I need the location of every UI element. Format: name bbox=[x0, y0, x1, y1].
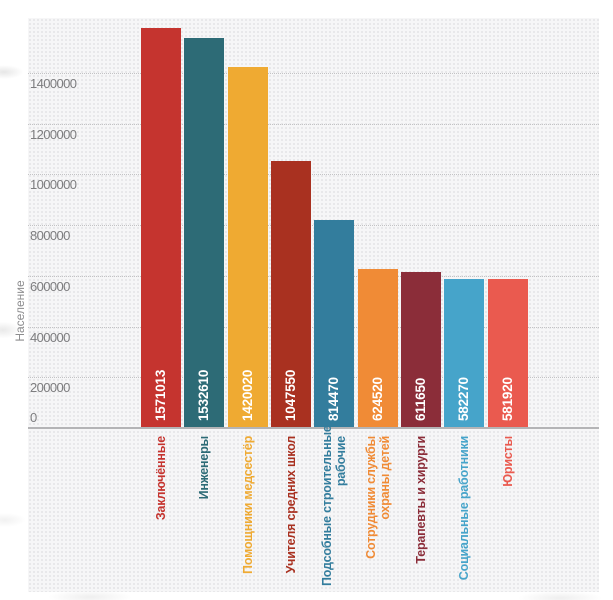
x-category-label-line: Заключённые bbox=[153, 436, 168, 521]
x-category-label-2: Инженеры bbox=[184, 436, 224, 586]
y-tick-label-600000: 600000 bbox=[30, 278, 70, 294]
bar-value-label-7: 611650 bbox=[413, 377, 429, 421]
x-category-label-1: Заключённые bbox=[141, 436, 181, 586]
bar-value-label-6: 624520 bbox=[369, 377, 385, 421]
x-category-label-line: Подсобные строительные bbox=[319, 425, 334, 586]
x-axis-line bbox=[28, 427, 599, 429]
bar-value-label-9: 581920 bbox=[499, 377, 515, 421]
bar-value-label-2: 1532610 bbox=[196, 369, 212, 421]
x-category-label-line: Юристы bbox=[500, 436, 515, 487]
bar-7 bbox=[401, 271, 442, 427]
x-category-label-8: Социальные работники bbox=[444, 436, 484, 586]
bar-value-label-4: 1047550 bbox=[283, 369, 299, 421]
y-axis-title: Население bbox=[13, 280, 27, 342]
bar-value-label-5: 814470 bbox=[326, 377, 342, 421]
x-category-label-line: Инженеры bbox=[197, 436, 212, 500]
gridline-600000 bbox=[28, 275, 599, 277]
bar-value-label-1: 1571013 bbox=[153, 369, 168, 421]
y-tick-label-400000: 400000 bbox=[30, 329, 70, 345]
bar-9 bbox=[487, 279, 528, 427]
bar-5 bbox=[314, 220, 355, 427]
x-category-label-line: Помощники медсестёр bbox=[240, 436, 255, 574]
y-tick-label-800000: 800000 bbox=[30, 228, 70, 243]
x-category-label-9: Юристы bbox=[488, 436, 528, 586]
gridline-1000000 bbox=[28, 174, 599, 176]
x-category-label-5: Подсобные строительные рабочие bbox=[314, 425, 354, 586]
bar-1 bbox=[141, 28, 181, 427]
x-category-label-line: Социальные работники bbox=[457, 436, 472, 581]
gridline-1200000 bbox=[28, 123, 599, 125]
x-category-label-6: Сотрудники службы охраны детей bbox=[358, 436, 398, 586]
x-category-label-7: Терапевты и хирурги bbox=[401, 436, 441, 586]
bar-value-label-8: 582270 bbox=[456, 377, 472, 421]
bar-6 bbox=[357, 268, 398, 427]
y-tick-label-1000000: 1000000 bbox=[30, 177, 77, 193]
bar-8 bbox=[444, 279, 485, 427]
gridline-200000 bbox=[28, 377, 599, 379]
bar-2 bbox=[184, 38, 225, 427]
x-category-label-line: Терапевты и хирурги bbox=[413, 436, 428, 564]
x-category-label-line: Сотрудники службы bbox=[363, 436, 378, 559]
x-category-label-4: Учителя средних школ bbox=[271, 436, 311, 586]
bar-3 bbox=[227, 66, 268, 427]
y-tick-label-200000: 200000 bbox=[30, 380, 70, 396]
y-tick-label-1200000: 1200000 bbox=[30, 126, 77, 142]
bar-4 bbox=[271, 161, 312, 427]
gridline-400000 bbox=[28, 326, 599, 328]
x-category-label-line: Учителя средних школ bbox=[283, 436, 298, 574]
x-category-label-line: охраны детей bbox=[377, 436, 392, 520]
x-category-label-line: рабочие bbox=[334, 436, 349, 487]
bar-value-label-3: 1420020 bbox=[239, 369, 255, 421]
gridline-800000 bbox=[28, 225, 599, 226]
y-tick-label-0: 0 bbox=[30, 410, 37, 425]
x-category-label-3: Помощники медсестёр bbox=[228, 436, 268, 586]
y-tick-label-1400000: 1400000 bbox=[30, 75, 77, 91]
gridline-1400000 bbox=[28, 72, 599, 74]
